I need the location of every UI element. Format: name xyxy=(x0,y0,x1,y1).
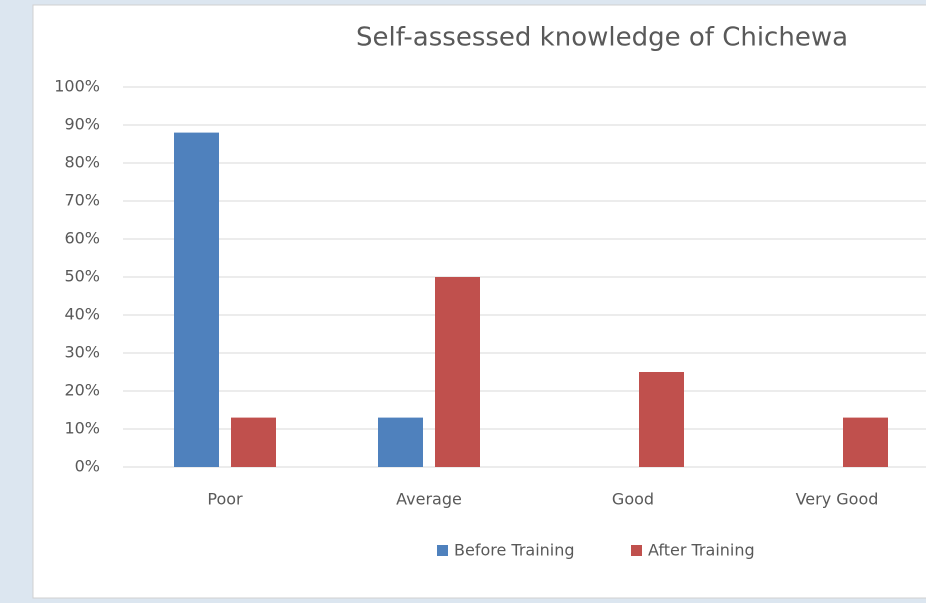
y-tick-label: 100% xyxy=(54,77,100,96)
chart-title: Self-assessed knowledge of Chichewa xyxy=(356,23,848,53)
x-tick-label: Poor xyxy=(207,490,243,509)
legend-label: After Training xyxy=(648,541,755,560)
y-tick-label: 10% xyxy=(64,419,100,438)
legend-swatch xyxy=(631,545,642,556)
bar xyxy=(378,417,423,467)
y-tick-label: 60% xyxy=(64,229,100,248)
y-tick-label: 30% xyxy=(64,343,100,362)
x-tick-label: Average xyxy=(396,490,462,509)
y-tick-label: 20% xyxy=(64,381,100,400)
y-tick-label: 40% xyxy=(64,305,100,324)
bar xyxy=(174,132,219,467)
bar xyxy=(435,277,480,467)
x-tick-label: Very Good xyxy=(796,490,879,509)
bar xyxy=(639,372,684,467)
y-tick-label: 0% xyxy=(75,457,100,476)
y-tick-label: 70% xyxy=(64,191,100,210)
y-tick-label: 50% xyxy=(64,267,100,286)
legend-label: Before Training xyxy=(454,541,575,560)
y-tick-label: 90% xyxy=(64,115,100,134)
bar xyxy=(231,417,276,467)
x-tick-label: Good xyxy=(612,490,654,509)
bar xyxy=(843,417,888,467)
y-tick-label: 80% xyxy=(64,153,100,172)
legend-swatch xyxy=(437,545,448,556)
